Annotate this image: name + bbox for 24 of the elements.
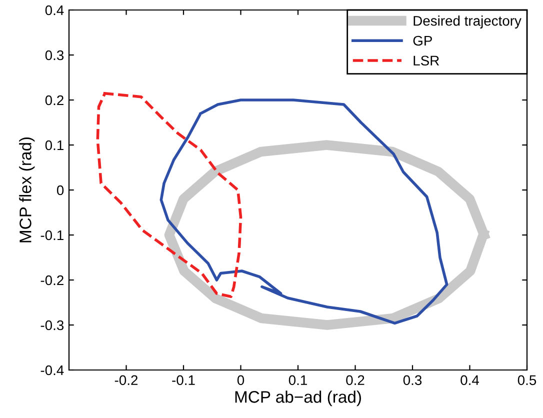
x-tick-label: 0.4: [460, 375, 479, 386]
legend-label: Desired trajectory: [414, 16, 522, 29]
x-tick-label: 0.2: [346, 375, 364, 386]
legend-label: GP: [413, 36, 432, 46]
x-tick-label: 0.1: [288, 375, 307, 386]
x-tick-label: -0.1: [172, 375, 195, 386]
y-tick-label: 0: [56, 185, 64, 196]
y-tick-label: 0.1: [45, 140, 64, 150]
y-tick-label: 0.3: [45, 50, 64, 60]
line-series: [96, 92, 242, 298]
x-axis-title: MCP ab−ad (rad): [235, 390, 361, 406]
x-tick-label: 0: [237, 375, 244, 386]
x-tick-label: -0.2: [114, 375, 138, 386]
y-tick-label: -0.3: [40, 320, 64, 330]
y-tick-label: -0.4: [40, 365, 64, 376]
y-tick-label: -0.1: [40, 230, 64, 240]
legend-label: LSR: [414, 56, 439, 66]
y-axis-title: MCP flex (rad): [19, 137, 35, 242]
y-tick-label: 0.2: [45, 95, 64, 106]
y-tick-label: 0.4: [45, 5, 64, 16]
x-tick-label: 0.5: [518, 375, 536, 386]
x-tick-label: 0.3: [403, 375, 422, 386]
line-series: [160, 98, 448, 325]
y-tick-label: -0.2: [40, 275, 64, 286]
